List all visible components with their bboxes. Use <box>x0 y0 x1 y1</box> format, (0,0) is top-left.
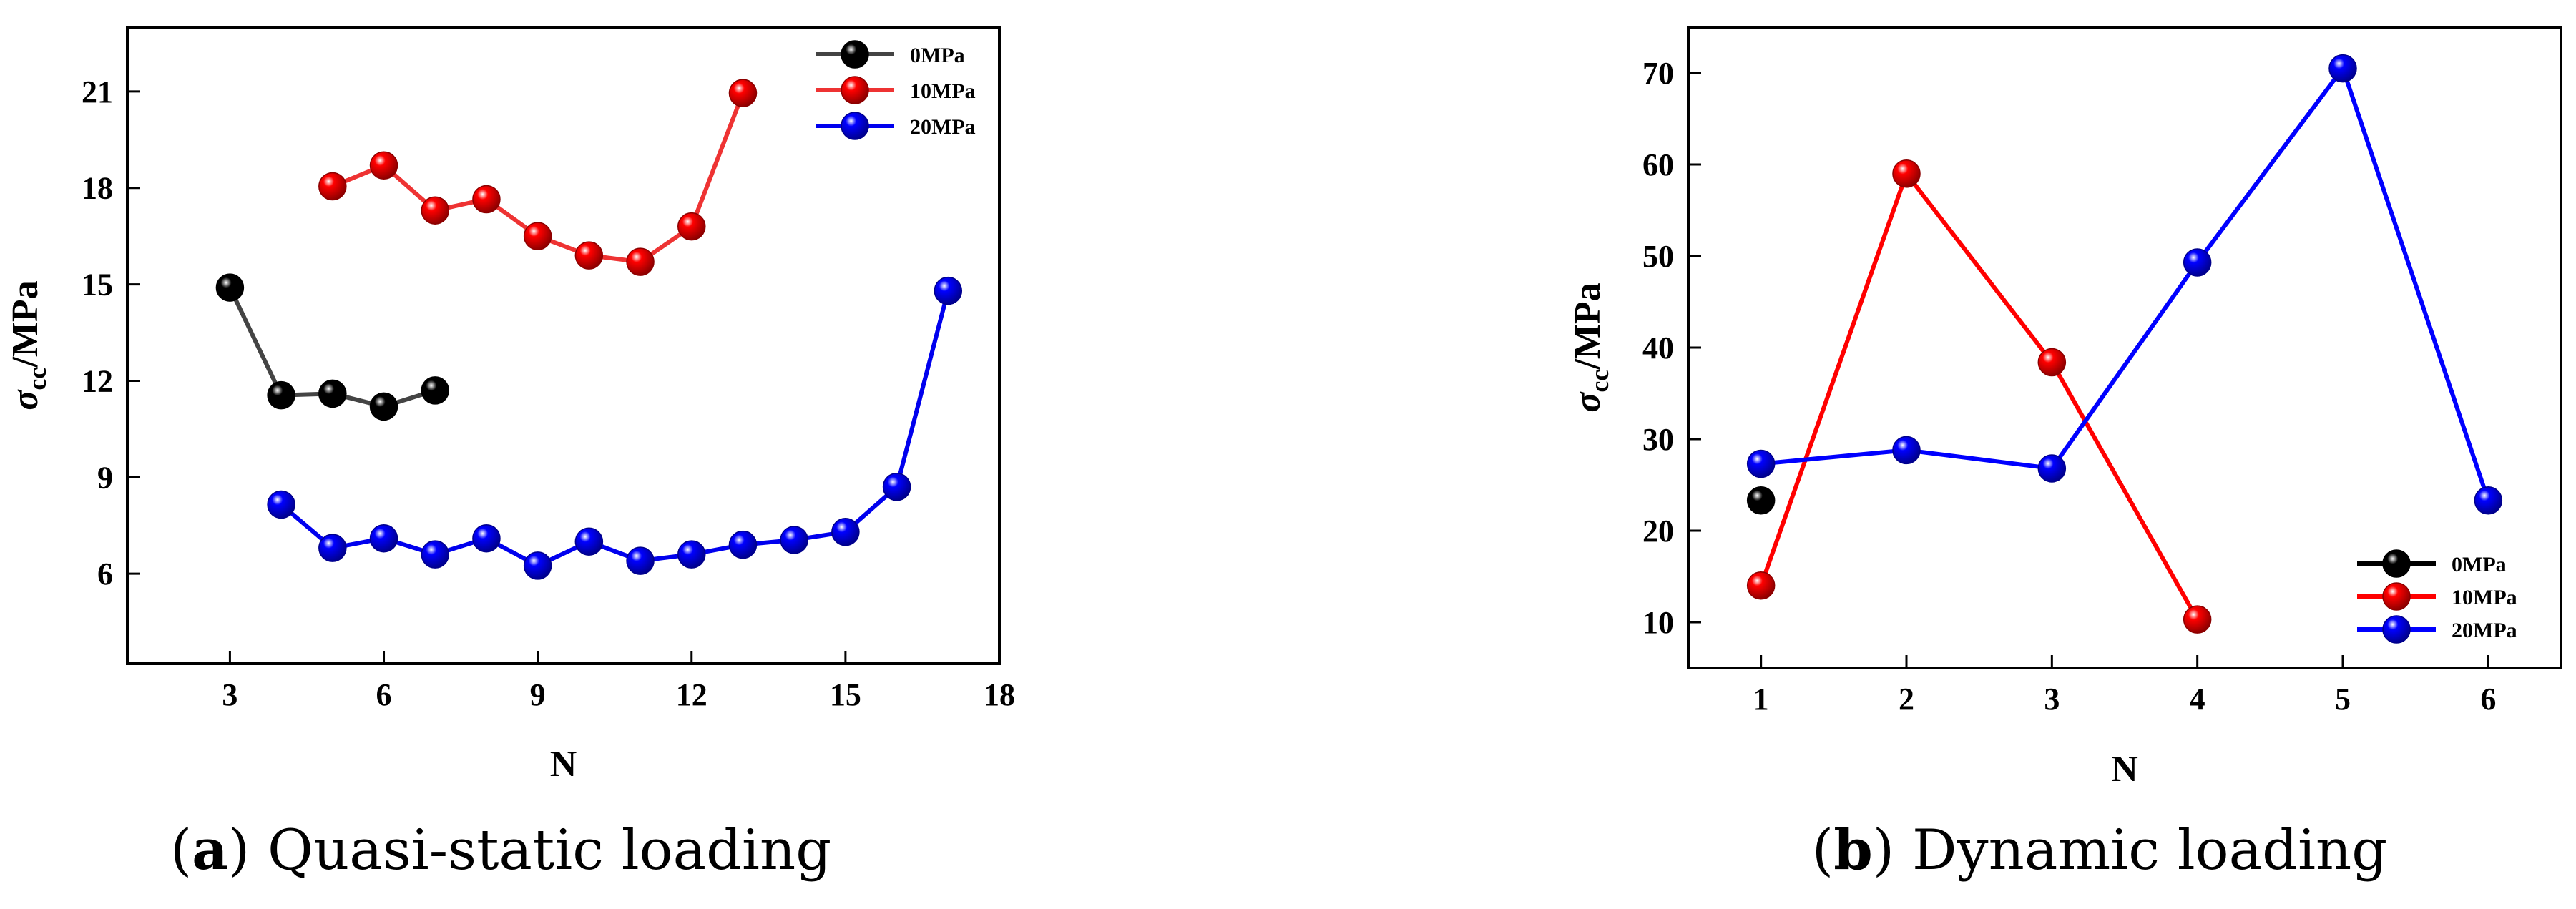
data-point <box>1892 159 1921 188</box>
plot-frame <box>1687 26 2562 669</box>
x-tick-label: 3 <box>222 677 237 712</box>
y-tick-label: 18 <box>82 171 113 206</box>
y-tick-label: 15 <box>82 267 113 303</box>
x-tick-label: 15 <box>830 677 861 712</box>
data-point <box>523 551 552 580</box>
x-tick-label: 1 <box>1753 682 1769 717</box>
legend-marker <box>2382 549 2411 578</box>
series-20MPa <box>1746 54 2503 515</box>
data-point <box>318 172 347 201</box>
series-10MPa <box>1746 159 2212 634</box>
data-point <box>2328 54 2357 83</box>
legend-marker <box>841 112 869 140</box>
x-tick-label: 12 <box>676 677 707 712</box>
y-tick-label: 10 <box>1642 605 1674 640</box>
data-point <box>369 392 398 421</box>
data-point <box>626 247 655 276</box>
plot-frame <box>126 26 1001 665</box>
data-point <box>1746 449 1776 478</box>
y-tick-label: 40 <box>1642 330 1674 365</box>
data-point <box>831 517 860 546</box>
data-point <box>1746 486 1776 515</box>
data-point <box>318 379 347 408</box>
data-point <box>728 530 758 559</box>
data-point <box>318 534 347 562</box>
x-axis-title: N <box>2111 749 2138 790</box>
legend-label: 0MPa <box>910 44 965 67</box>
legend-label: 10MPa <box>910 79 976 103</box>
data-point <box>2037 454 2067 483</box>
x-tick-label: 9 <box>530 677 546 712</box>
legend-label: 20MPa <box>910 115 976 139</box>
x-tick-label: 5 <box>2335 682 2351 717</box>
data-point <box>882 473 911 501</box>
legend-marker <box>2382 615 2411 644</box>
y-tick-label: 20 <box>1642 514 1674 549</box>
y-tick-label: 9 <box>97 460 113 495</box>
x-tick-label: 6 <box>376 677 392 712</box>
y-tick-label: 6 <box>97 556 113 591</box>
x-tick-label: 2 <box>1899 682 1914 717</box>
data-point <box>2183 248 2212 277</box>
panel-caption: (b) Dynamic loading <box>1812 817 2387 883</box>
series-line <box>1758 171 2200 621</box>
data-point <box>369 151 398 180</box>
y-tick-label: 12 <box>82 363 113 398</box>
series-0MPa <box>215 273 449 421</box>
y-axis-title: σcc/MPa <box>1567 282 1614 412</box>
data-point <box>574 527 604 556</box>
data-point <box>267 490 295 519</box>
legend-label: 20MPa <box>2452 619 2517 642</box>
data-point <box>574 241 604 270</box>
data-point <box>2183 605 2212 634</box>
y-axis-title: σcc/MPa <box>5 280 52 410</box>
data-point <box>2037 348 2067 377</box>
x-tick-label: 3 <box>2044 682 2060 717</box>
legend: 0MPa 10MPa 20MPa <box>2357 549 2517 644</box>
data-point <box>1892 436 1921 465</box>
data-point <box>472 524 501 553</box>
y-tick-label: 21 <box>82 74 113 109</box>
data-point <box>2474 486 2503 515</box>
y-tick-label: 70 <box>1642 56 1674 91</box>
series-line <box>1760 66 2491 501</box>
panel-caption: (a) Quasi-static loading <box>170 817 831 883</box>
y-tick-label: 30 <box>1642 422 1674 457</box>
legend-marker <box>841 40 869 69</box>
data-point <box>215 273 245 302</box>
data-point <box>677 212 706 241</box>
data-point <box>267 380 295 410</box>
data-point <box>677 540 706 569</box>
x-tick-label: 18 <box>984 677 1015 712</box>
series-20MPa <box>267 276 963 580</box>
series-10MPa <box>318 79 758 276</box>
data-point <box>369 524 398 553</box>
legend: 0MPa 10MPa 20MPa <box>816 40 976 140</box>
legend-marker <box>2382 582 2411 611</box>
x-tick-label: 4 <box>2190 682 2205 717</box>
y-tick-label: 60 <box>1642 147 1674 182</box>
data-point <box>728 79 758 107</box>
data-point <box>421 196 449 225</box>
data-point <box>421 540 449 569</box>
data-point <box>1746 571 1776 600</box>
data-point <box>626 546 655 575</box>
x-tick-label: 6 <box>2480 682 2496 717</box>
series-0MPa <box>1746 486 1776 515</box>
data-point <box>472 185 501 214</box>
x-axis-title: N <box>550 744 577 785</box>
legend-marker <box>841 76 869 104</box>
data-point <box>523 222 552 250</box>
legend-label: 0MPa <box>2452 553 2507 576</box>
data-point <box>934 276 963 305</box>
data-point <box>421 376 449 405</box>
y-tick-label: 50 <box>1642 239 1674 274</box>
data-point <box>780 526 808 554</box>
legend-label: 10MPa <box>2452 586 2517 609</box>
